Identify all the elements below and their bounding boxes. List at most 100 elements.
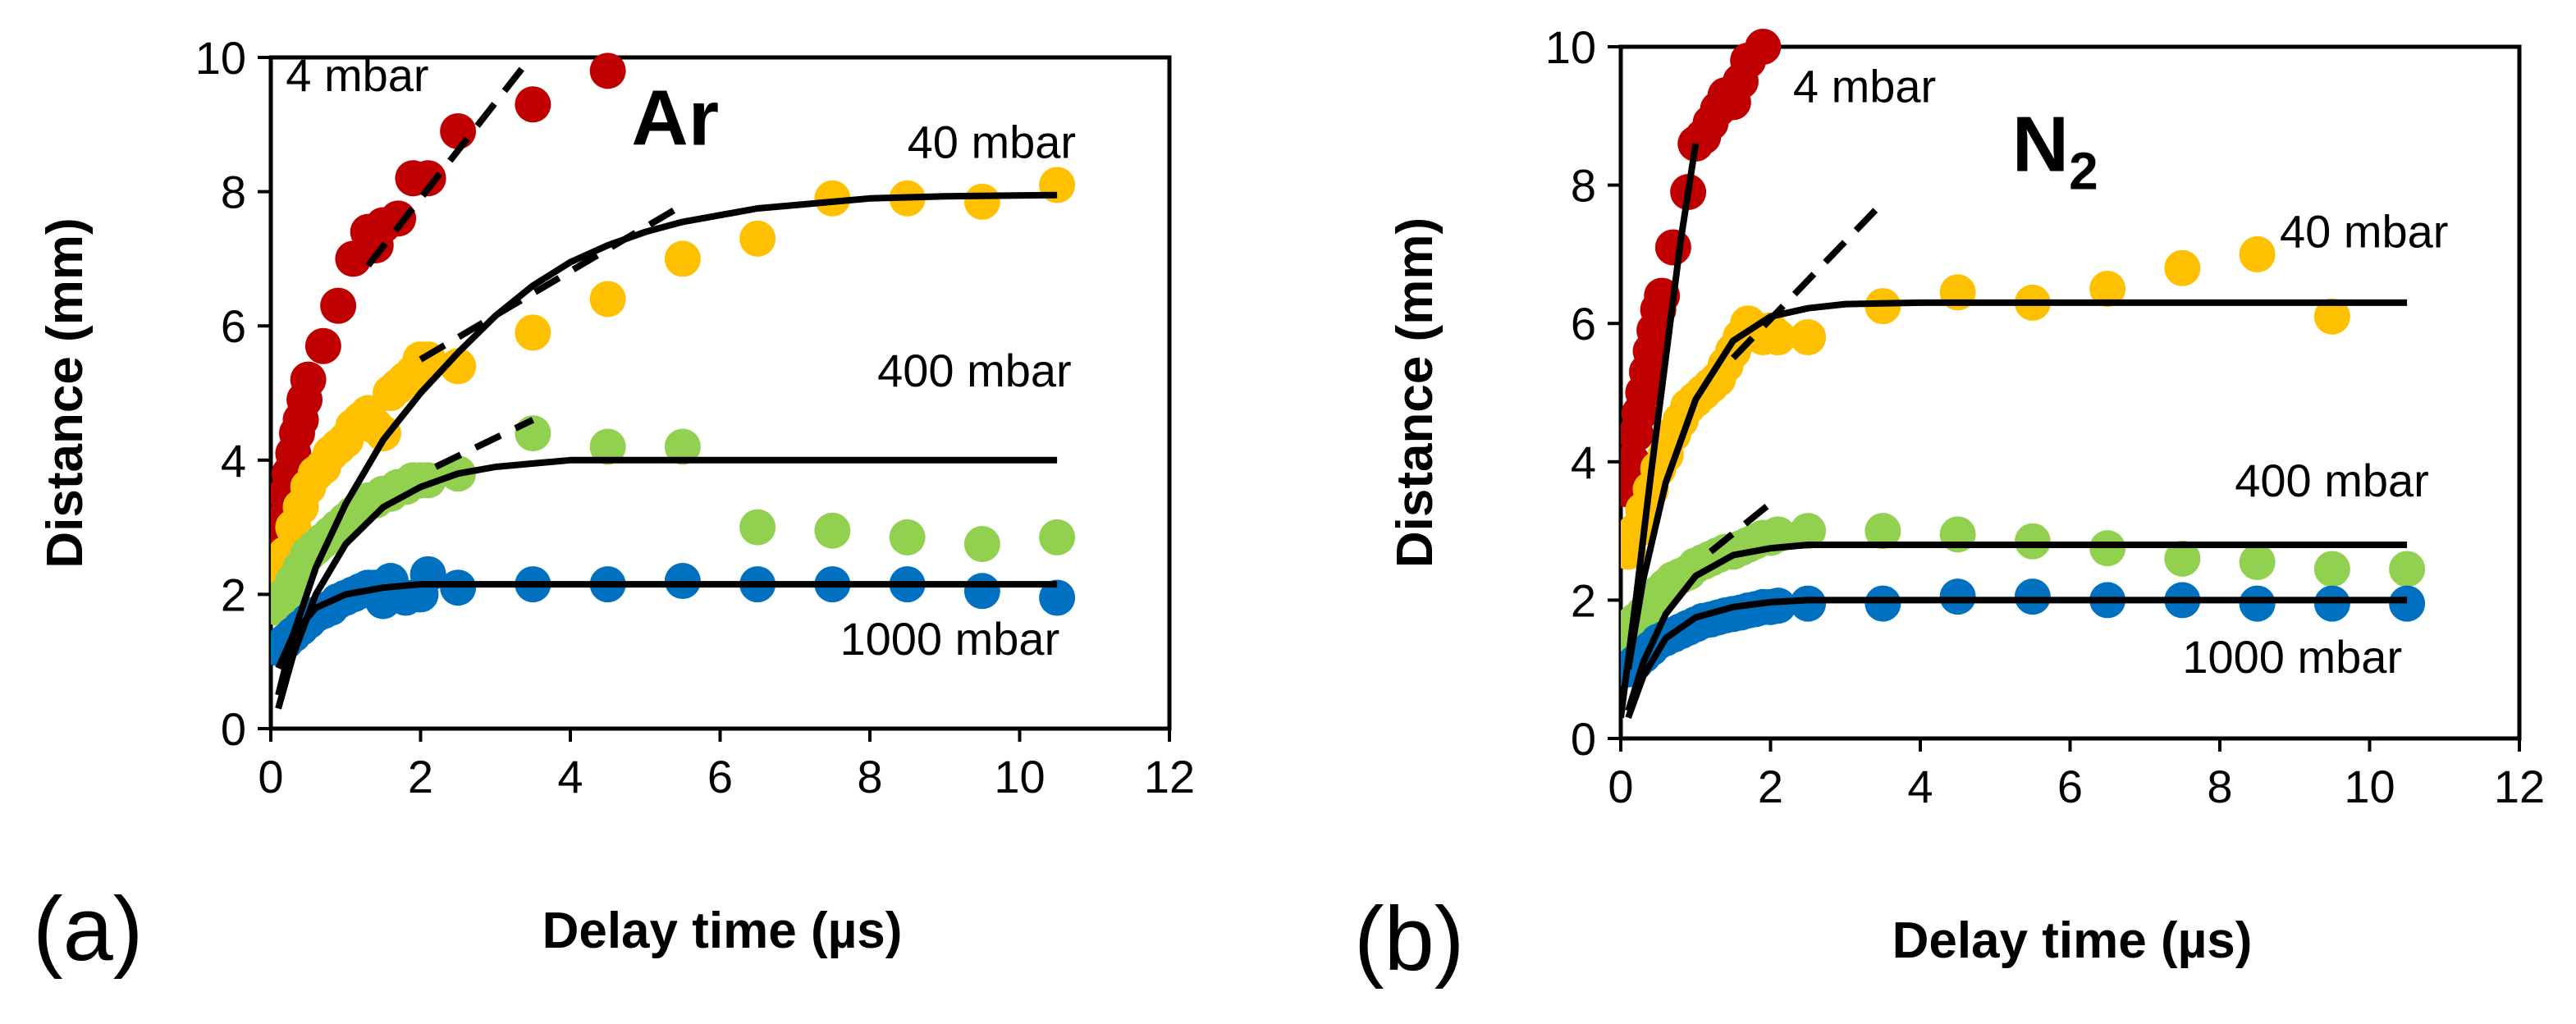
data-point bbox=[1939, 578, 1976, 615]
y-tick-label: 4 bbox=[221, 435, 246, 487]
data-point bbox=[440, 569, 477, 606]
y-tick-label: 8 bbox=[221, 167, 246, 218]
data-point bbox=[963, 183, 1000, 220]
data-point bbox=[2089, 530, 2126, 567]
x-tick-label: 0 bbox=[258, 751, 283, 802]
panel-label: (b) bbox=[1354, 889, 1464, 990]
data-point bbox=[1865, 585, 1901, 622]
y-tick-label: 8 bbox=[1571, 160, 1596, 212]
data-point bbox=[2313, 551, 2350, 587]
data-point bbox=[1654, 229, 1691, 266]
data-point bbox=[2313, 585, 2350, 622]
data-point bbox=[664, 428, 701, 465]
data-point bbox=[2164, 540, 2201, 577]
data-point bbox=[304, 327, 341, 364]
x-axis-title: Delay time (µs) bbox=[542, 903, 903, 959]
data-point bbox=[589, 428, 626, 465]
gas-label: Ar bbox=[631, 74, 719, 162]
x-tick-label: 10 bbox=[994, 751, 1045, 802]
x-tick-label: 2 bbox=[408, 751, 433, 802]
data-point bbox=[1039, 519, 1076, 555]
data-point bbox=[664, 240, 701, 277]
y-tick-label: 6 bbox=[221, 300, 246, 352]
annotation-40-mbar: 40 mbar bbox=[908, 117, 1076, 168]
data-point bbox=[290, 361, 327, 398]
data-point bbox=[2014, 578, 2051, 615]
data-point bbox=[320, 287, 357, 324]
y-tick-label: 10 bbox=[1545, 21, 1596, 73]
fit-line-1000-mbar-fit bbox=[275, 581, 1058, 670]
data-point bbox=[739, 220, 776, 257]
data-point bbox=[2239, 585, 2276, 622]
data-point bbox=[1790, 585, 1827, 622]
data-point bbox=[1039, 579, 1076, 616]
x-axis-title: Delay time (µs) bbox=[1892, 912, 2253, 969]
data-point bbox=[2239, 544, 2276, 581]
gas-label: N2 bbox=[2012, 101, 2098, 201]
data-point bbox=[1790, 319, 1827, 356]
x-tick-label: 12 bbox=[2494, 761, 2545, 812]
y-tick-label: 2 bbox=[221, 569, 246, 620]
x-tick-label: 10 bbox=[2344, 761, 2395, 812]
data-point bbox=[2014, 523, 2051, 560]
fit-line-40-mbar-linear bbox=[419, 202, 684, 363]
fit-line-400-mbar-linear bbox=[434, 417, 535, 470]
x-tick-label: 8 bbox=[2207, 761, 2232, 812]
gas-label-main: Ar bbox=[631, 74, 719, 162]
data-point bbox=[2313, 298, 2350, 335]
series-4-mbar bbox=[1621, 29, 1782, 508]
fit-line-400-mbar-fit bbox=[1625, 542, 2408, 712]
y-tick-label: 6 bbox=[1571, 298, 1596, 350]
panel-b: 0 2 4 6 8 10 12 0 2 4 6 8 10 Delay time (µs) Distance … bbox=[1354, 21, 2545, 990]
data-point bbox=[589, 53, 626, 89]
fit-line-1000-mbar-fit bbox=[1625, 597, 2408, 720]
fit-line-4-mbar-fit bbox=[1621, 143, 1700, 719]
panel-a: 0 2 4 6 8 10 12 0 2 4 6 8 10 Delay time (µs) Distance … bbox=[33, 32, 1195, 980]
x-tick-label: 12 bbox=[1144, 751, 1195, 802]
data-point bbox=[1790, 513, 1827, 550]
data-point bbox=[739, 509, 776, 546]
data-point bbox=[440, 112, 477, 149]
data-point bbox=[410, 160, 446, 197]
data-point bbox=[664, 563, 701, 600]
x-tick-label: 6 bbox=[2057, 761, 2083, 812]
data-point bbox=[1745, 29, 1782, 65]
data-point bbox=[515, 86, 551, 123]
y-axis-title: Distance (mm) bbox=[1387, 217, 1444, 568]
y-axis-title: Distance (mm) bbox=[37, 217, 94, 568]
annotation-40-mbar: 40 mbar bbox=[2280, 205, 2448, 257]
annotation-1000-mbar: 1000 mbar bbox=[840, 613, 1060, 665]
x-tick-label: 4 bbox=[1907, 761, 1933, 812]
data-point bbox=[814, 512, 851, 549]
annotation-400-mbar: 400 mbar bbox=[877, 345, 1072, 396]
data-point bbox=[2389, 585, 2426, 622]
gas-label-main: N bbox=[2012, 101, 2069, 189]
data-point bbox=[380, 200, 417, 237]
data-point bbox=[1865, 513, 1901, 550]
fit-line-400-mbar-fit bbox=[275, 456, 1058, 710]
annotation-4-mbar: 4 mbar bbox=[1793, 60, 1936, 112]
data-point bbox=[440, 348, 477, 385]
annotation-4-mbar: 4 mbar bbox=[286, 49, 428, 101]
y-tick-label: 0 bbox=[1571, 713, 1596, 765]
y-tick-label: 4 bbox=[1571, 437, 1596, 488]
y-tick-label: 10 bbox=[195, 32, 246, 84]
gas-label-subscript: 2 bbox=[2069, 142, 2098, 201]
fit-line-400-mbar-linear bbox=[1708, 501, 1773, 555]
data-point bbox=[814, 180, 851, 217]
x-tick-label: 4 bbox=[557, 751, 583, 802]
data-point bbox=[589, 281, 626, 318]
data-point bbox=[889, 519, 926, 555]
data-point bbox=[1759, 319, 1796, 356]
x-tick-label: 0 bbox=[1608, 761, 1633, 812]
annotation-1000-mbar: 1000 mbar bbox=[2182, 631, 2402, 683]
data-point bbox=[963, 573, 1000, 610]
data-point bbox=[2239, 235, 2276, 272]
data-point bbox=[2164, 249, 2201, 286]
data-point bbox=[1759, 587, 1796, 624]
x-tick-label: 6 bbox=[707, 751, 733, 802]
data-point bbox=[515, 314, 551, 351]
y-tick-label: 2 bbox=[1571, 574, 1596, 626]
data-point bbox=[963, 526, 1000, 563]
